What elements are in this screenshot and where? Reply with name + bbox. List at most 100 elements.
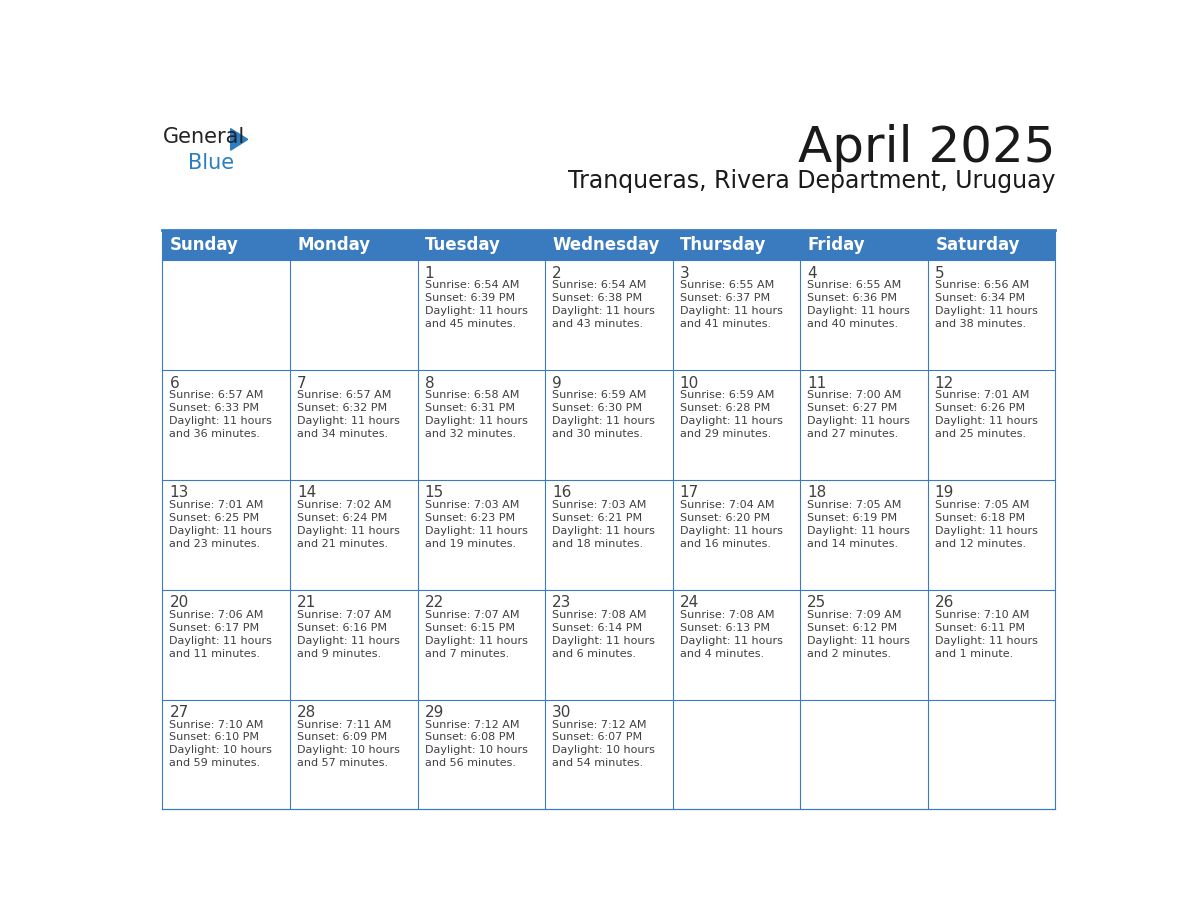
Text: and 56 minutes.: and 56 minutes. [424, 758, 516, 768]
Text: 30: 30 [552, 705, 571, 720]
Text: and 9 minutes.: and 9 minutes. [297, 648, 381, 658]
Text: Daylight: 11 hours: Daylight: 11 hours [297, 416, 400, 426]
Text: Sunset: 6:11 PM: Sunset: 6:11 PM [935, 622, 1025, 633]
Text: Sunrise: 7:12 AM: Sunrise: 7:12 AM [552, 720, 646, 730]
Text: 15: 15 [424, 486, 444, 500]
Bar [928, 370, 1055, 480]
Text: Sunrise: 6:57 AM: Sunrise: 6:57 AM [170, 390, 264, 400]
Text: 5: 5 [935, 265, 944, 281]
Text: Sunrise: 7:01 AM: Sunrise: 7:01 AM [170, 500, 264, 509]
Text: Sunset: 6:34 PM: Sunset: 6:34 PM [935, 293, 1025, 303]
Bar [801, 589, 928, 700]
Text: Sunset: 6:20 PM: Sunset: 6:20 PM [680, 513, 770, 523]
Text: Sunset: 6:17 PM: Sunset: 6:17 PM [170, 622, 260, 633]
Text: Sunset: 6:31 PM: Sunset: 6:31 PM [424, 403, 514, 413]
Text: Sunset: 6:13 PM: Sunset: 6:13 PM [680, 622, 770, 633]
Bar [801, 700, 928, 810]
Text: Sunset: 6:09 PM: Sunset: 6:09 PM [297, 733, 387, 743]
Text: and 40 minutes.: and 40 minutes. [807, 319, 898, 330]
Bar [163, 589, 290, 700]
Text: and 25 minutes.: and 25 minutes. [935, 429, 1026, 439]
Text: 22: 22 [424, 595, 444, 610]
Bar [290, 370, 417, 480]
Text: Daylight: 11 hours: Daylight: 11 hours [807, 307, 910, 316]
Text: Sunset: 6:14 PM: Sunset: 6:14 PM [552, 622, 643, 633]
Text: Daylight: 11 hours: Daylight: 11 hours [680, 307, 783, 316]
Text: and 14 minutes.: and 14 minutes. [807, 539, 898, 549]
Text: Daylight: 10 hours: Daylight: 10 hours [170, 745, 272, 756]
Text: Sunset: 6:36 PM: Sunset: 6:36 PM [807, 293, 897, 303]
Text: Sunrise: 7:07 AM: Sunrise: 7:07 AM [297, 610, 392, 620]
Text: Sunrise: 7:09 AM: Sunrise: 7:09 AM [807, 610, 902, 620]
Text: and 29 minutes.: and 29 minutes. [680, 429, 771, 439]
Text: and 19 minutes.: and 19 minutes. [424, 539, 516, 549]
Text: Sunrise: 7:05 AM: Sunrise: 7:05 AM [935, 500, 1029, 509]
Text: and 30 minutes.: and 30 minutes. [552, 429, 643, 439]
Text: Sunrise: 6:57 AM: Sunrise: 6:57 AM [297, 390, 391, 400]
Text: Daylight: 11 hours: Daylight: 11 hours [552, 635, 655, 645]
Text: and 4 minutes.: and 4 minutes. [680, 648, 764, 658]
Text: and 21 minutes.: and 21 minutes. [297, 539, 388, 549]
Text: Sunset: 6:37 PM: Sunset: 6:37 PM [680, 293, 770, 303]
Text: Sunrise: 7:05 AM: Sunrise: 7:05 AM [807, 500, 902, 509]
Text: and 36 minutes.: and 36 minutes. [170, 429, 260, 439]
Text: and 12 minutes.: and 12 minutes. [935, 539, 1026, 549]
Text: Sunset: 6:07 PM: Sunset: 6:07 PM [552, 733, 643, 743]
Text: Sunrise: 6:54 AM: Sunrise: 6:54 AM [424, 280, 519, 290]
Text: and 1 minute.: and 1 minute. [935, 648, 1013, 658]
Text: and 6 minutes.: and 6 minutes. [552, 648, 636, 658]
Text: 19: 19 [935, 486, 954, 500]
Text: and 43 minutes.: and 43 minutes. [552, 319, 643, 330]
Text: Sunrise: 6:55 AM: Sunrise: 6:55 AM [807, 280, 902, 290]
Text: and 57 minutes.: and 57 minutes. [297, 758, 388, 768]
Text: Daylight: 11 hours: Daylight: 11 hours [552, 526, 655, 536]
Text: Sunset: 6:32 PM: Sunset: 6:32 PM [297, 403, 387, 413]
Text: Sunrise: 7:10 AM: Sunrise: 7:10 AM [170, 720, 264, 730]
Text: Sunrise: 6:59 AM: Sunrise: 6:59 AM [680, 390, 775, 400]
Bar [545, 370, 672, 480]
Text: 28: 28 [297, 705, 316, 720]
Text: 10: 10 [680, 375, 699, 390]
Text: 16: 16 [552, 486, 571, 500]
Bar [801, 230, 928, 261]
Text: Sunset: 6:30 PM: Sunset: 6:30 PM [552, 403, 642, 413]
Text: Sunrise: 7:03 AM: Sunrise: 7:03 AM [552, 500, 646, 509]
Text: Sunrise: 7:10 AM: Sunrise: 7:10 AM [935, 610, 1029, 620]
Bar [672, 700, 801, 810]
Text: Daylight: 11 hours: Daylight: 11 hours [297, 635, 400, 645]
Text: and 7 minutes.: and 7 minutes. [424, 648, 508, 658]
Text: Sunrise: 7:06 AM: Sunrise: 7:06 AM [170, 610, 264, 620]
Text: 25: 25 [807, 595, 827, 610]
Text: Daylight: 11 hours: Daylight: 11 hours [424, 307, 527, 316]
Text: and 38 minutes.: and 38 minutes. [935, 319, 1026, 330]
Text: and 11 minutes.: and 11 minutes. [170, 648, 260, 658]
Text: Daylight: 11 hours: Daylight: 11 hours [552, 416, 655, 426]
Text: Daylight: 11 hours: Daylight: 11 hours [170, 526, 272, 536]
Text: 8: 8 [424, 375, 434, 390]
Text: Daylight: 11 hours: Daylight: 11 hours [807, 526, 910, 536]
Text: Sunset: 6:26 PM: Sunset: 6:26 PM [935, 403, 1025, 413]
Bar [672, 589, 801, 700]
Text: Saturday: Saturday [935, 236, 1019, 254]
Text: Sunrise: 7:04 AM: Sunrise: 7:04 AM [680, 500, 775, 509]
Text: 11: 11 [807, 375, 827, 390]
Text: 9: 9 [552, 375, 562, 390]
Text: Sunset: 6:18 PM: Sunset: 6:18 PM [935, 513, 1025, 523]
Bar [928, 700, 1055, 810]
Text: Sunrise: 6:55 AM: Sunrise: 6:55 AM [680, 280, 773, 290]
Text: 17: 17 [680, 486, 699, 500]
Bar [928, 589, 1055, 700]
Text: and 32 minutes.: and 32 minutes. [424, 429, 516, 439]
Bar [417, 700, 545, 810]
Text: Sunday: Sunday [170, 236, 239, 254]
Text: Daylight: 11 hours: Daylight: 11 hours [424, 416, 527, 426]
Bar [928, 261, 1055, 370]
Bar [545, 230, 672, 261]
Text: Daylight: 11 hours: Daylight: 11 hours [680, 526, 783, 536]
Text: Sunrise: 7:08 AM: Sunrise: 7:08 AM [552, 610, 646, 620]
Text: Sunrise: 6:56 AM: Sunrise: 6:56 AM [935, 280, 1029, 290]
Text: Daylight: 10 hours: Daylight: 10 hours [297, 745, 400, 756]
Text: Daylight: 11 hours: Daylight: 11 hours [170, 416, 272, 426]
Text: Sunset: 6:21 PM: Sunset: 6:21 PM [552, 513, 643, 523]
Text: Daylight: 11 hours: Daylight: 11 hours [680, 416, 783, 426]
